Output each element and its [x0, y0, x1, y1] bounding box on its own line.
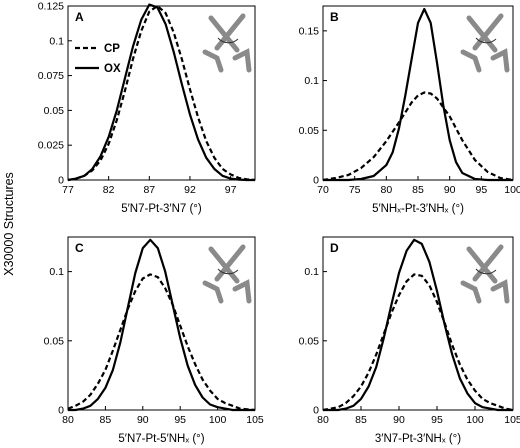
plot-frame [322, 5, 514, 181]
y-tick-label: 0.1 [304, 75, 319, 87]
x-tick-label: 100 [209, 414, 227, 426]
legend-label-ox: OX [104, 63, 121, 75]
panel-label: D [330, 241, 339, 255]
x-tick-label: 97 [225, 184, 237, 196]
molecule-bond [490, 279, 510, 304]
plot-frame [322, 236, 514, 411]
molecule-bond [202, 49, 224, 73]
y-tick-label: 0.05 [299, 125, 320, 137]
molecule-bond [214, 244, 246, 282]
molecule-bond [460, 280, 482, 304]
x-tick-label: 80 [317, 414, 329, 426]
x-tick-label: 100 [466, 414, 484, 426]
y-tick-label: 0.1 [49, 35, 64, 47]
y-tick-label: 0.075 [38, 70, 64, 82]
x-tick-label: 105 [246, 414, 264, 426]
y-tick-label: 0.025 [38, 140, 64, 152]
molecule-bond [472, 13, 504, 51]
x-tick-label: 80 [62, 414, 74, 426]
y-tick-label: 0 [313, 175, 319, 187]
series-line-ox [323, 7, 513, 182]
panel-a: 0 0.025 0.05 0.075 0.1 0.125 77 82 87 92 97 A 5′N7-P… [38, 1, 256, 215]
angle-arc [217, 268, 239, 275]
x-tick-label: 85 [355, 414, 367, 426]
x-tick-label: 87 [143, 184, 155, 196]
legend: CP OX [75, 43, 121, 75]
molecule-bond [208, 246, 240, 284]
x-tick-label: 100 [504, 184, 520, 196]
plot-frame [67, 5, 256, 181]
molecule-bond [472, 244, 504, 282]
x-tick-label: 95 [174, 414, 186, 426]
molecule-inset-image [460, 244, 510, 304]
y-tick-label: 0 [58, 405, 64, 417]
molecule-bond [232, 279, 252, 304]
series-line-cp [67, 273, 256, 412]
panel-label: A [75, 10, 84, 24]
y-tick-label: 0.05 [44, 105, 65, 117]
molecule-inset-image [202, 13, 252, 73]
y-tick-label: 0 [58, 175, 64, 187]
y-tick-label: 0.05 [44, 335, 65, 347]
x-tick-label: 85 [412, 184, 424, 196]
x-tick-label: 95 [475, 184, 487, 196]
molecule-bond [460, 49, 482, 73]
panel-c: 0 0.05 0.1 80 85 90 95 100 105 C 5′N7-Pt-5′NHₓ (°) [44, 236, 264, 445]
x-tick-label: 90 [393, 414, 405, 426]
molecule-bond [232, 48, 252, 73]
x-axis-label: 3′N7-Pt-3′NHₓ (°) [375, 433, 461, 445]
y-tick-label: 0.1 [304, 266, 319, 278]
x-axis-label: 5′N7-Pt-3′N7 (°) [121, 203, 202, 215]
x-axis-label: 5′NHₓ-Pt-3′NHₓ (°) [372, 203, 464, 215]
angle-arc [475, 37, 497, 44]
molecule-inset-image [202, 244, 252, 304]
y-tick-label: 0.15 [299, 25, 320, 37]
y-tick-label: 0 [313, 405, 319, 417]
panel-d: 0 0.05 0.1 80 85 90 95 100 105 D 3′N7-Pt-3′NHₓ (°) [299, 236, 520, 445]
molecule-bond [202, 280, 224, 304]
panel-b: 0 0.05 0.1 0.15 70 75 80 85 90 95 100 B 5′NHₓ-Pt-3′N… [299, 5, 520, 215]
molecule-bond [214, 13, 246, 51]
x-tick-label: 90 [137, 414, 149, 426]
series-line-cp [322, 91, 514, 182]
molecule-bond [466, 15, 498, 53]
x-tick-label: 80 [380, 184, 392, 196]
series-line-cp [322, 273, 514, 412]
x-tick-label: 70 [317, 184, 329, 196]
y-tick-label: 0.125 [38, 1, 64, 13]
molecule-inset-image [460, 13, 510, 73]
x-tick-label: 90 [444, 184, 456, 196]
x-tick-label: 95 [431, 414, 443, 426]
molecule-bond [490, 48, 510, 73]
x-axis-label: 5′N7-Pt-5′NHₓ (°) [118, 433, 204, 445]
x-tick-label: 92 [184, 184, 196, 196]
y-tick-label: 0.05 [299, 335, 320, 347]
molecule-bond [466, 246, 498, 284]
x-tick-label: 82 [103, 184, 115, 196]
series-line-ox [323, 238, 513, 412]
series-line-ox [68, 238, 255, 412]
x-tick-label: 77 [62, 184, 74, 196]
plot-frame [67, 236, 256, 411]
x-tick-label: 85 [100, 414, 112, 426]
panels: 0 0.025 0.05 0.075 0.1 0.125 77 82 87 92 97 A 5′N7-P… [38, 1, 520, 446]
series-line-ox [67, 3, 255, 182]
y-tick-label: 0.1 [49, 266, 64, 278]
legend-label-cp: CP [104, 43, 120, 55]
x-tick-label: 75 [349, 184, 361, 196]
shared-y-axis-label: X30000 Structures [2, 172, 16, 276]
x-tick-label: 105 [504, 414, 520, 426]
angle-arc [475, 268, 497, 275]
molecule-bond [208, 15, 240, 53]
angle-arc [217, 37, 239, 44]
series-line-cp [67, 4, 256, 182]
panel-label: C [75, 241, 84, 255]
panel-label: B [330, 10, 339, 24]
